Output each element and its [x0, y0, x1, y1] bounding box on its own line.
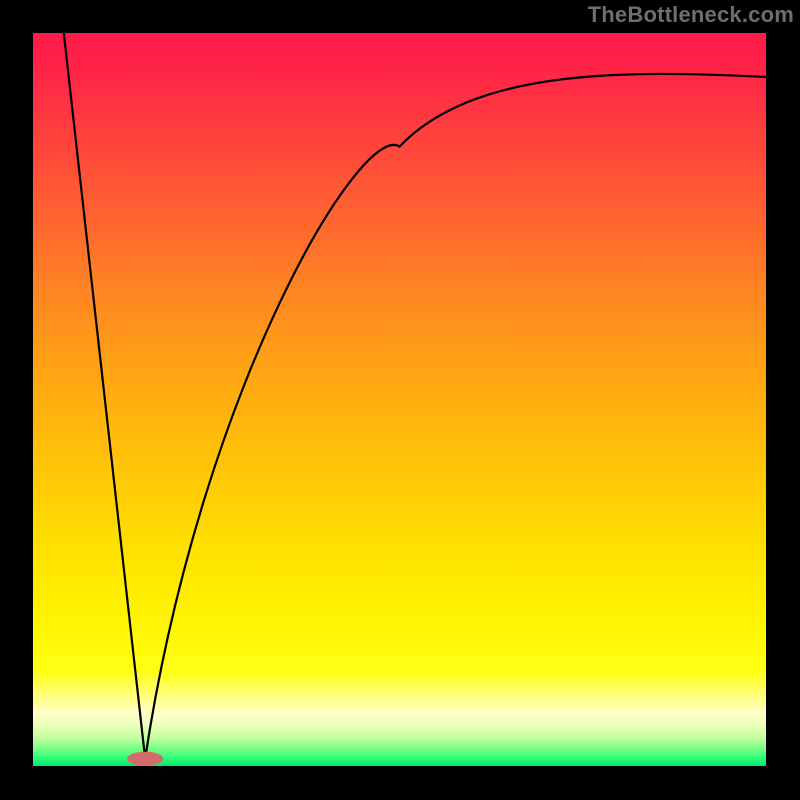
plot-background [33, 33, 766, 766]
chart-container: TheBottleneck.com [0, 0, 800, 800]
bottleneck-chart [0, 0, 800, 800]
watermark: TheBottleneck.com [588, 2, 794, 28]
optimum-marker [127, 752, 163, 766]
